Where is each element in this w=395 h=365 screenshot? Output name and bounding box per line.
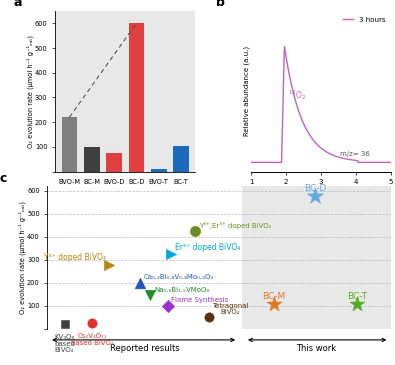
Point bbox=[354, 301, 360, 307]
Text: Tetragonal
BiVO₄: Tetragonal BiVO₄ bbox=[213, 303, 249, 315]
Bar bbox=[84, 147, 100, 172]
Text: Y³⁺,Er³⁺ doped BiVO₄: Y³⁺,Er³⁺ doped BiVO₄ bbox=[199, 222, 271, 228]
Point bbox=[106, 262, 113, 268]
Bar bbox=[242, 186, 391, 328]
Text: KV₃O₈
based
BiVO₄: KV₃O₈ based BiVO₄ bbox=[54, 334, 75, 353]
Text: Na₀.₆Bi₁.₅VMoO₈: Na₀.₆Bi₁.₅VMoO₈ bbox=[154, 287, 209, 293]
Point bbox=[165, 303, 171, 308]
Bar bbox=[106, 153, 122, 172]
Y-axis label: O₂ evolution rate (μmol h⁻¹ g⁻¹ₑₐₜ): O₂ evolution rate (μmol h⁻¹ g⁻¹ₑₐₜ) bbox=[18, 201, 26, 314]
Point bbox=[192, 228, 198, 234]
Bar bbox=[62, 117, 77, 172]
Bar bbox=[129, 23, 144, 172]
Bar bbox=[173, 146, 189, 172]
Point bbox=[62, 321, 68, 327]
Point bbox=[137, 280, 143, 285]
Point bbox=[147, 292, 154, 298]
Text: BC-T: BC-T bbox=[347, 292, 367, 301]
Text: Cs₂V₄O₁₁
based BiVO₄: Cs₂V₄O₁₁ based BiVO₄ bbox=[71, 333, 113, 346]
Legend: 3 hours: 3 hours bbox=[341, 15, 387, 24]
Text: m/z= 36: m/z= 36 bbox=[340, 151, 370, 157]
Text: a: a bbox=[13, 0, 22, 9]
Text: BC-M: BC-M bbox=[263, 292, 286, 301]
Text: Flame Synthesis: Flame Synthesis bbox=[171, 297, 228, 303]
Point bbox=[89, 320, 95, 326]
Text: c: c bbox=[0, 172, 7, 185]
Point bbox=[312, 193, 319, 199]
Text: Ca₀.₂Bi₀.₈V₀.₈Mo₀.₂O₄: Ca₀.₂Bi₀.₈V₀.₈Mo₀.₂O₄ bbox=[144, 274, 214, 280]
Text: Reported results: Reported results bbox=[110, 344, 179, 353]
Text: This work: This work bbox=[296, 344, 337, 353]
Bar bbox=[151, 169, 167, 172]
Text: BC-D: BC-D bbox=[304, 184, 327, 193]
X-axis label: Retention time (min): Retention time (min) bbox=[281, 188, 361, 197]
Text: Y³⁺ doped BiVO₄: Y³⁺ doped BiVO₄ bbox=[44, 253, 106, 262]
Text: Er³⁺ doped BiVO₄: Er³⁺ doped BiVO₄ bbox=[175, 243, 240, 251]
Text: b: b bbox=[216, 0, 225, 9]
Y-axis label: Relative abundance (a.u.): Relative abundance (a.u.) bbox=[243, 46, 250, 136]
Y-axis label: O₂ evolution rate (μmol h⁻¹ g⁻¹ₑₐₜ): O₂ evolution rate (μmol h⁻¹ g⁻¹ₑₐₜ) bbox=[26, 35, 34, 148]
Point bbox=[168, 251, 174, 257]
Point bbox=[206, 315, 212, 320]
Text: $^{18}$O$_2$: $^{18}$O$_2$ bbox=[288, 88, 306, 101]
Point bbox=[271, 301, 277, 307]
